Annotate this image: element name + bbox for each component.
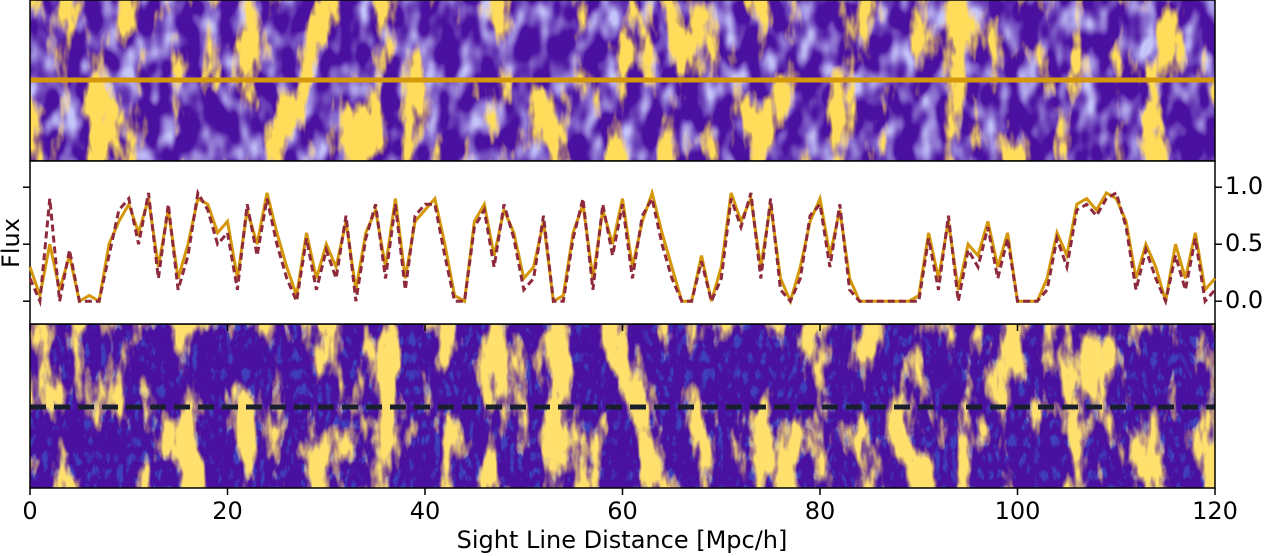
x-axis-label: Sight Line Distance [Mpc/h] xyxy=(457,526,788,554)
x-tick-label: 20 xyxy=(212,497,243,525)
x-tick-label: 100 xyxy=(995,497,1041,525)
y-tick-label: 0.0 xyxy=(1225,286,1263,314)
top-field-panel xyxy=(29,0,1216,162)
x-tick-label: 60 xyxy=(607,497,638,525)
x-tick-label: 0 xyxy=(22,497,37,525)
y-axis-label: Flux xyxy=(0,218,25,268)
y-tick-label: 0.5 xyxy=(1225,229,1263,257)
x-tick-label: 40 xyxy=(410,497,441,525)
flux-line xyxy=(28,188,1217,308)
bottom-field-panel xyxy=(29,323,1216,489)
x-tick-label: 80 xyxy=(805,497,836,525)
x-tick-label: 120 xyxy=(1192,497,1238,525)
y-tick-label: 1.0 xyxy=(1225,172,1263,200)
